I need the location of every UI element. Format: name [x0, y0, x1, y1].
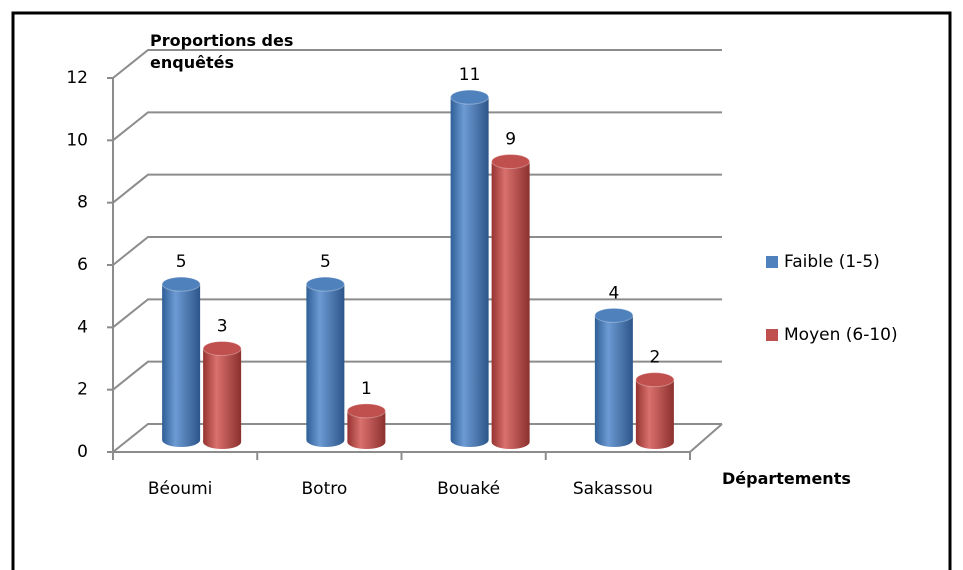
- bar: [161, 276, 201, 447]
- value-label: 2: [649, 348, 660, 368]
- y-tick-label: 8: [77, 193, 88, 213]
- bar: [635, 372, 675, 449]
- y-tick-label: 12: [66, 68, 88, 88]
- y-tick-label: 6: [77, 255, 88, 275]
- bar-top: [635, 372, 675, 388]
- y-axis-label: Proportions des enquêtés: [150, 31, 294, 72]
- grid-line: [112, 298, 722, 329]
- bar-top: [491, 154, 531, 169]
- bar-body: [635, 379, 674, 442]
- x-tick-label: Béoumi: [148, 479, 213, 499]
- bar-top: [161, 276, 201, 292]
- value-label: 9: [505, 130, 516, 150]
- y-tick-label: 10: [66, 130, 88, 150]
- bar: [305, 276, 345, 447]
- legend-swatch: [766, 329, 778, 341]
- bar-body: [306, 284, 345, 440]
- value-label: 4: [608, 283, 619, 303]
- x-tick-label: Sakassou: [573, 479, 653, 499]
- value-label: 3: [217, 317, 228, 337]
- value-label: 5: [320, 252, 331, 272]
- value-label: 11: [459, 65, 481, 85]
- x-tick-label: Botro: [302, 479, 348, 499]
- bar: [202, 341, 242, 449]
- value-label: 1: [361, 379, 372, 399]
- bar-top: [305, 276, 345, 292]
- bar-top: [346, 403, 386, 419]
- grid-line: [112, 49, 722, 79]
- legend-label: Moyen (6-10): [784, 325, 898, 345]
- bar: [491, 154, 531, 449]
- bar: [346, 403, 386, 449]
- grid-line: [112, 423, 722, 453]
- x-tick-label: Bouaké: [437, 479, 500, 499]
- bar-body: [203, 348, 242, 442]
- bar: [450, 89, 490, 447]
- x-axis-label: Départements: [722, 469, 851, 488]
- frame: [11, 11, 952, 570]
- grid-line: [112, 360, 722, 391]
- bar-top: [202, 341, 242, 356]
- value-label: 5: [176, 252, 187, 272]
- grid-line: [112, 236, 722, 266]
- legend-swatch: [766, 256, 778, 268]
- bar-top: [594, 307, 634, 323]
- grid-line: [112, 173, 722, 204]
- bar-body: [594, 315, 633, 440]
- bar-top: [450, 89, 490, 105]
- grid-line: [112, 111, 722, 142]
- y-tick-label: 0: [77, 442, 88, 462]
- bar-body: [491, 161, 530, 442]
- bar-body: [162, 284, 201, 440]
- y-tick-label: 4: [77, 317, 88, 337]
- legend-label: Faible (1-5): [784, 252, 880, 272]
- bar: [594, 307, 634, 447]
- y-tick-label: 2: [77, 380, 88, 400]
- bar-body: [450, 97, 489, 441]
